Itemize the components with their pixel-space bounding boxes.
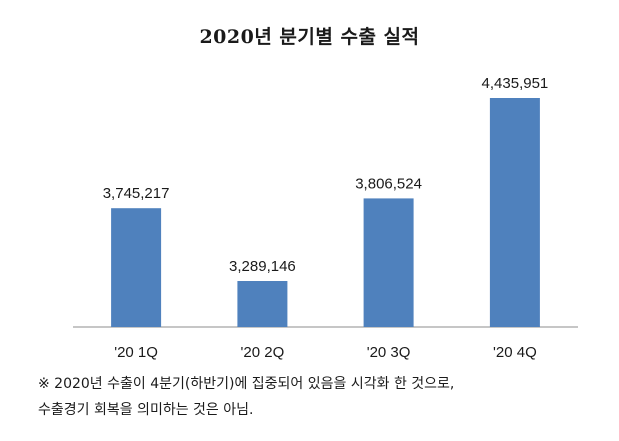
bars-group: 3,745,217 '20 1Q 3,289,146 '20 2Q 3,806,524 '… — [103, 75, 549, 361]
bar-value-label-2: 3,289,146 — [229, 258, 296, 275]
x-tick-label-3: '20 3Q — [367, 344, 411, 361]
x-tick-label-1: '20 1Q — [114, 344, 158, 361]
bar-1 — [111, 208, 162, 327]
bar-value-label-3: 3,806,524 — [355, 175, 422, 192]
bar-2 — [237, 281, 288, 327]
chart-title: 2020년 분기별 수출 실적 — [199, 26, 420, 48]
bar-value-label-1: 3,745,217 — [103, 185, 170, 202]
footnote-line-1: ※ 2020년 수출이 4분기(하반기)에 집중되어 있음을 시각화 한 것으로… — [38, 376, 455, 392]
bar-4 — [489, 98, 540, 327]
x-tick-label-2: '20 2Q — [241, 344, 285, 361]
bar-value-label-4: 4,435,951 — [482, 75, 549, 92]
footnote: ※ 2020년 수출이 4분기(하반기)에 집중되어 있음을 시각화 한 것으로… — [38, 371, 608, 423]
bar-3 — [363, 198, 414, 327]
footnote-line-2: 수출경기 회복을 의미하는 것은 아님. — [38, 402, 254, 418]
x-tick-label-4: '20 4Q — [493, 344, 537, 361]
